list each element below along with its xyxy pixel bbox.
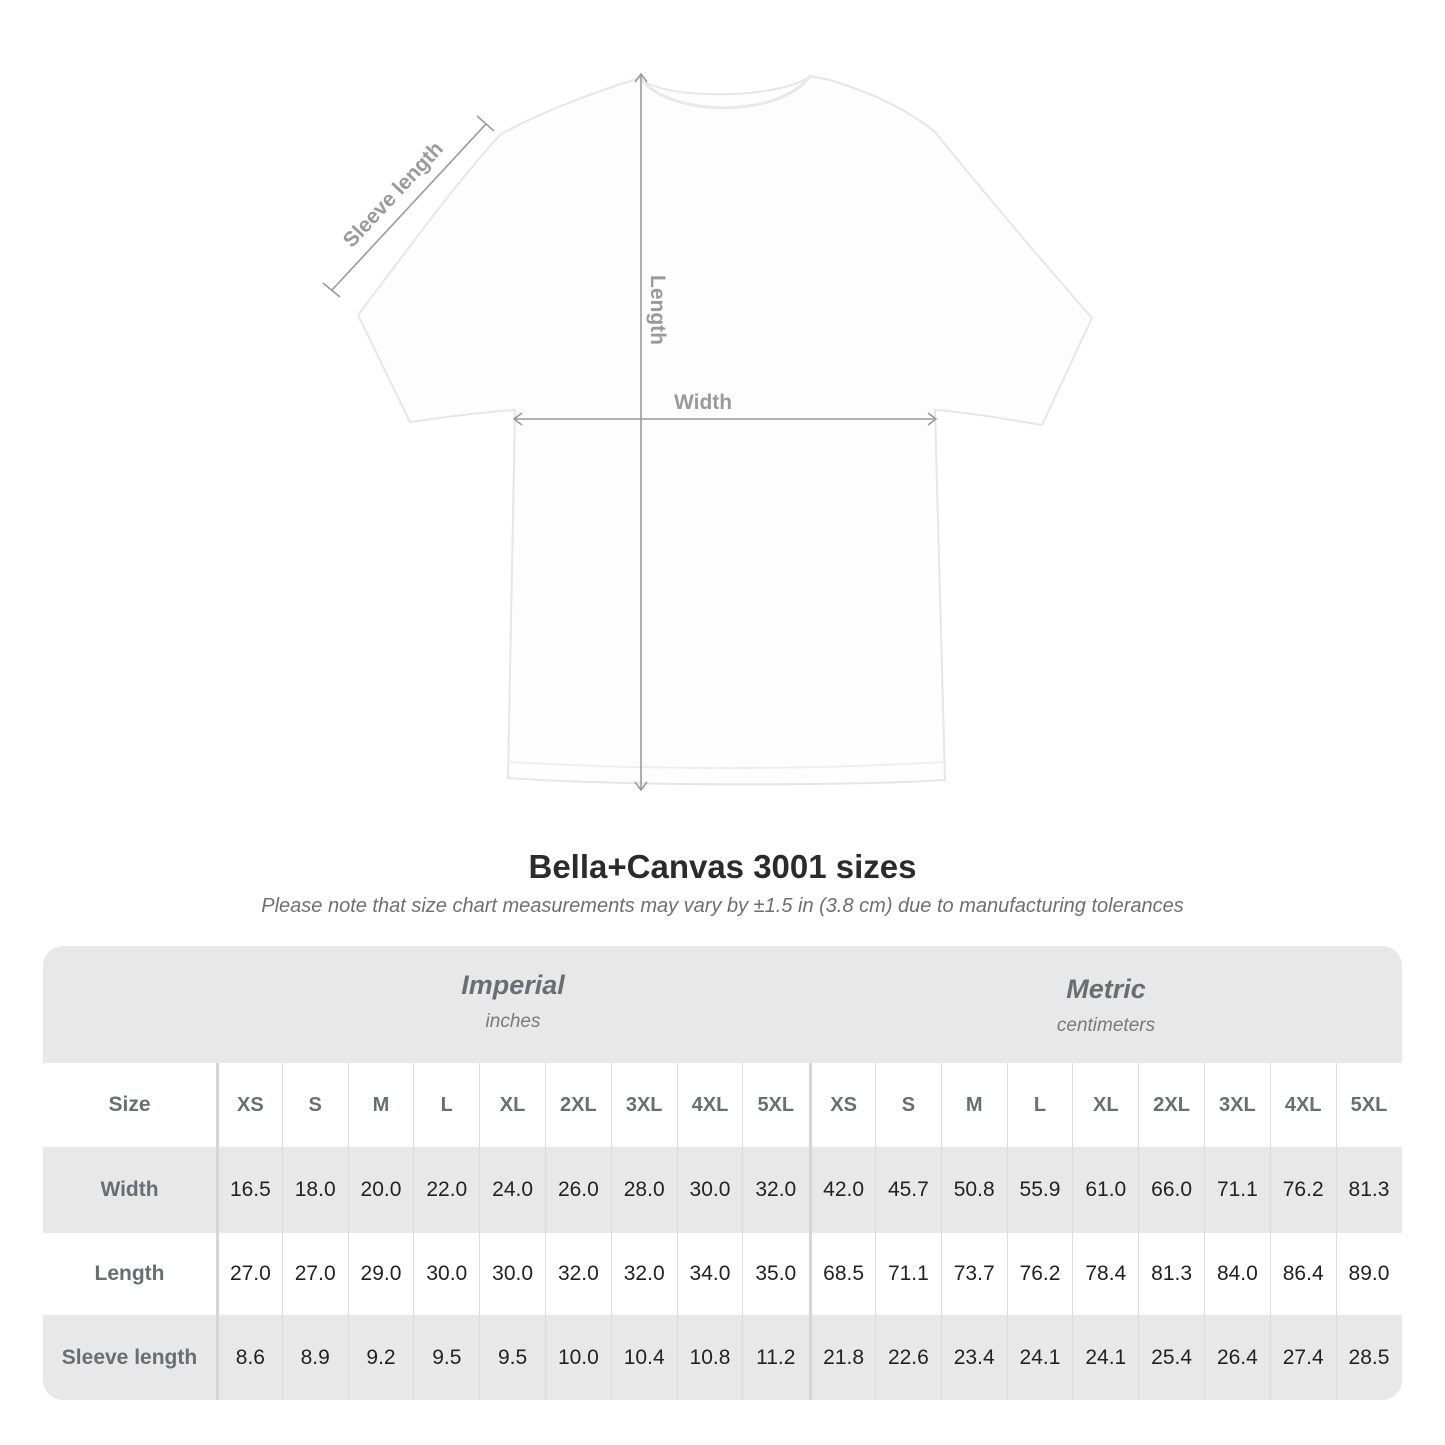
neckline: [638, 75, 812, 110]
metric-value-cell: 71.1: [875, 1233, 941, 1315]
imperial-size-header: M: [347, 1063, 414, 1147]
metric-value-cell: 61.0: [1072, 1147, 1138, 1233]
metric-value-cell: 78.4: [1072, 1233, 1138, 1315]
imperial-size-header: XL: [479, 1063, 545, 1147]
imperial-value-cell: 29.0: [347, 1233, 414, 1315]
metric-value-cell: 50.8: [940, 1147, 1007, 1233]
tshirt-diagram: [322, 72, 1094, 792]
metric-value-cell: 86.4: [1269, 1233, 1336, 1315]
metric-value-cell: 81.3: [1138, 1233, 1204, 1315]
row-label: Sleeve length: [61, 1345, 198, 1369]
metric-value-cell: 73.7: [940, 1233, 1007, 1315]
metric-size-header: XS: [809, 1063, 875, 1147]
imperial-value-cell: 20.0: [347, 1147, 414, 1233]
metric-unit: centimeters: [1056, 1015, 1156, 1036]
imperial-size-header: XS: [216, 1063, 282, 1147]
imperial-value-cell: 8.9: [281, 1315, 348, 1400]
metric-value-cell: 21.8: [809, 1315, 875, 1400]
size-table: Imperial inches Metric centimeters Size X…: [43, 946, 1402, 1400]
imperial-value-cell: 34.0: [676, 1233, 743, 1315]
metric-size-header: 3XL: [1204, 1063, 1270, 1147]
metric-size-header: 5XL: [1335, 1063, 1402, 1147]
imperial-value-cell: 10.0: [545, 1315, 611, 1400]
page-title: Bella+Canvas 3001 sizes: [528, 848, 917, 885]
imperial-value-cell: 28.0: [610, 1147, 677, 1233]
metric-value-cell: 23.4: [940, 1315, 1007, 1400]
metric-value-cell: 42.0: [809, 1147, 875, 1233]
imperial-unit: inches: [485, 1011, 541, 1032]
row-label: Length: [94, 1262, 165, 1285]
imperial-size-header: 2XL: [545, 1063, 611, 1147]
table-row: Width 16.5 18.0 20.0 22.0 24.0 26.0 28.0 30.0 32.…: [43, 1147, 1402, 1233]
metric-title: Metric: [1066, 974, 1146, 1004]
imperial-value-cell: 27.0: [281, 1233, 348, 1315]
size-header-row: Size XS S M L XL 2XL 3XL 4XL 5XL XS S M L XL 2XL 3XL 4XL 5…: [43, 1063, 1402, 1147]
imperial-value-cell: 16.5: [216, 1147, 282, 1233]
imperial-value-cell: 27.0: [216, 1233, 282, 1315]
metric-value-cell: 84.0: [1204, 1233, 1270, 1315]
hem-line: [509, 761, 945, 769]
imperial-value-cell: 30.0: [413, 1233, 479, 1315]
metric-value-cell: 45.7: [875, 1147, 941, 1233]
metric-value-cell: 68.5: [809, 1233, 875, 1315]
metric-size-header: XL: [1072, 1063, 1138, 1147]
imperial-size-header: 5XL: [742, 1063, 808, 1147]
table-row: Sleeve length 8.6 8.9 9.2 9.5 9.5 10.0 10.4 10.8…: [43, 1315, 1402, 1400]
imperial-value-cell: 10.4: [610, 1315, 677, 1400]
row-label: Width: [100, 1178, 159, 1201]
metric-size-header: L: [1006, 1063, 1073, 1147]
sleeve-arrow: [331, 123, 487, 291]
imperial-size-header: 3XL: [610, 1063, 677, 1147]
imperial-title: Imperial: [461, 970, 565, 1000]
imperial-value-cell: 35.0: [742, 1233, 808, 1315]
imperial-value-cell: 30.0: [479, 1233, 545, 1315]
metric-size-header: S: [875, 1063, 941, 1147]
metric-value-cell: 24.1: [1072, 1315, 1138, 1400]
metric-value-cell: 24.1: [1006, 1315, 1073, 1400]
imperial-value-cell: 22.0: [413, 1147, 479, 1233]
dimension-arrows: [322, 72, 938, 792]
imperial-size-header: 4XL: [676, 1063, 743, 1147]
metric-value-cell: 76.2: [1269, 1147, 1336, 1233]
length-label: Length: [645, 275, 669, 345]
width-label: Width: [674, 391, 733, 414]
size-label: Size: [108, 1093, 151, 1116]
metric-value-cell: 22.6: [875, 1315, 941, 1400]
metric-size-header: 2XL: [1138, 1063, 1204, 1147]
metric-value-cell: 71.1: [1204, 1147, 1270, 1233]
metric-size-header: M: [940, 1063, 1007, 1147]
imperial-value-cell: 24.0: [479, 1147, 545, 1233]
metric-value-cell: 25.4: [1138, 1315, 1204, 1400]
tolerance-note: Please note that size chart measurements…: [261, 895, 1184, 917]
metric-value-cell: 89.0: [1335, 1233, 1402, 1315]
imperial-value-cell: 26.0: [545, 1147, 611, 1233]
imperial-value-cell: 32.0: [742, 1147, 808, 1233]
metric-size-header: 4XL: [1269, 1063, 1336, 1147]
metric-value-cell: 26.4: [1204, 1315, 1270, 1400]
imperial-header: Imperial inches: [217, 970, 809, 1033]
imperial-value-cell: 10.8: [676, 1315, 743, 1400]
metric-value-cell: 55.9: [1006, 1147, 1073, 1233]
imperial-size-header: L: [413, 1063, 479, 1147]
table-row: Length 27.0 27.0 29.0 30.0 30.0 32.0 32.0 34.0 35…: [43, 1233, 1402, 1315]
metric-value-cell: 28.5: [1335, 1315, 1402, 1400]
imperial-value-cell: 9.2: [347, 1315, 414, 1400]
tshirt-illustration: [356, 74, 1094, 786]
metric-value-cell: 81.3: [1335, 1147, 1402, 1233]
imperial-value-cell: 30.0: [676, 1147, 743, 1233]
imperial-value-cell: 9.5: [413, 1315, 479, 1400]
metric-value-cell: 76.2: [1006, 1233, 1073, 1315]
metric-value-cell: 27.4: [1269, 1315, 1336, 1400]
imperial-value-cell: 8.6: [216, 1315, 282, 1400]
imperial-value-cell: 32.0: [610, 1233, 677, 1315]
imperial-size-header: S: [281, 1063, 348, 1147]
imperial-value-cell: 11.2: [742, 1315, 808, 1400]
metric-header: Metric centimeters: [810, 974, 1402, 1037]
imperial-value-cell: 9.5: [479, 1315, 545, 1400]
imperial-value-cell: 32.0: [545, 1233, 611, 1315]
imperial-value-cell: 18.0: [281, 1147, 348, 1233]
metric-value-cell: 66.0: [1138, 1147, 1204, 1233]
